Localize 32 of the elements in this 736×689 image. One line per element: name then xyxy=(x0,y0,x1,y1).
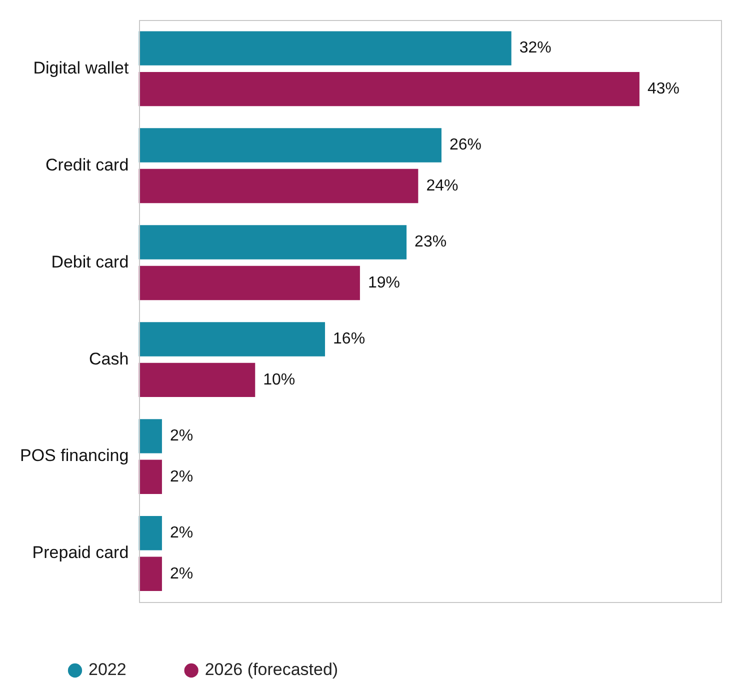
legend-label: 2022 xyxy=(88,660,126,680)
bar xyxy=(138,460,162,494)
bar xyxy=(138,72,640,106)
data-label: 23% xyxy=(414,234,447,251)
data-label: 32% xyxy=(519,40,552,57)
data-label: 2% xyxy=(170,468,194,486)
bar xyxy=(138,225,407,260)
y-tick-label: Digital wallet xyxy=(33,58,129,78)
data-label: 2% xyxy=(170,524,194,542)
bar xyxy=(138,419,162,454)
bar xyxy=(138,128,442,162)
data-label: 2% xyxy=(170,428,194,445)
y-tick-label: Credit card xyxy=(46,155,129,174)
bar xyxy=(138,322,326,356)
bar xyxy=(138,168,418,204)
data-label: 10% xyxy=(263,371,296,388)
bar xyxy=(138,556,162,591)
bar xyxy=(138,362,256,398)
data-label: 24% xyxy=(426,177,458,194)
data-label: 2% xyxy=(170,565,194,582)
data-label: 16% xyxy=(333,330,366,348)
legend-label: 2026 (forecasted) xyxy=(204,660,338,680)
y-tick-label: POS financing xyxy=(20,446,129,466)
y-tick-label: Debit card xyxy=(51,252,129,272)
y-tick-label: Prepaid card xyxy=(32,543,129,562)
bar xyxy=(138,31,512,66)
bar xyxy=(138,266,360,300)
data-label: 43% xyxy=(647,80,680,98)
data-label: 26% xyxy=(449,136,482,154)
data-label: 19% xyxy=(368,274,400,292)
y-tick-label: Cash xyxy=(88,349,129,368)
bar xyxy=(138,516,162,550)
